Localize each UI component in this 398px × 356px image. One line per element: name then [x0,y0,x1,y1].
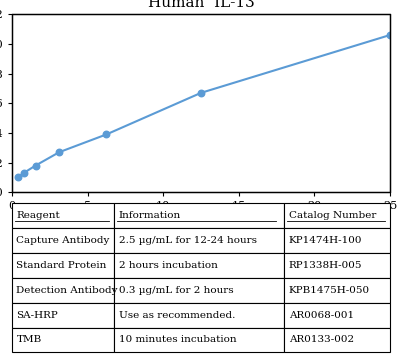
Text: Detection Antibody: Detection Antibody [16,286,118,295]
Bar [114,253,284,278]
Bar [114,303,284,328]
Bar [114,328,284,352]
Point [32,163,39,168]
Bar [284,328,390,352]
Text: Catalog Number: Catalog Number [289,211,376,220]
Bar [12,328,114,352]
Point [56,150,62,155]
Bar [284,253,390,278]
Text: 10 minutes incubation: 10 minutes incubation [119,335,236,345]
Point [387,32,393,38]
Bar [12,253,114,278]
Text: TMB: TMB [16,335,42,345]
Bar [284,228,390,253]
Bar [284,203,390,228]
Text: Standard Protein: Standard Protein [16,261,107,270]
Text: Use as recommended.: Use as recommended. [119,310,235,320]
Text: AR0133-002: AR0133-002 [289,335,354,345]
Text: SA-HRP: SA-HRP [16,310,58,320]
Text: Capture Antibody: Capture Antibody [16,236,110,245]
Point [15,174,21,180]
Bar [284,278,390,303]
Text: KP1474H-100: KP1474H-100 [289,236,362,245]
Bar [114,203,284,228]
Text: Information: Information [119,211,181,220]
Text: AR0068-001: AR0068-001 [289,310,354,320]
Text: RP1338H-005: RP1338H-005 [289,261,362,270]
Text: 0.3 µg/mL for 2 hours: 0.3 µg/mL for 2 hours [119,286,233,295]
Point [198,90,204,96]
Bar [12,303,114,328]
Title: Human  IL-13: Human IL-13 [148,0,254,10]
Point [103,131,110,137]
Bar [12,228,114,253]
Bar [114,278,284,303]
Bar [12,203,114,228]
Point [21,170,27,176]
Text: Reagent: Reagent [16,211,60,220]
Bar [12,278,114,303]
Text: 2.5 µg/mL for 12-24 hours: 2.5 µg/mL for 12-24 hours [119,236,257,245]
Text: KPB1475H-050: KPB1475H-050 [289,286,370,295]
Bar [284,303,390,328]
X-axis label: Protein (ng/mL): Protein (ng/mL) [154,217,248,230]
Text: 2 hours incubation: 2 hours incubation [119,261,217,270]
Bar [114,228,284,253]
